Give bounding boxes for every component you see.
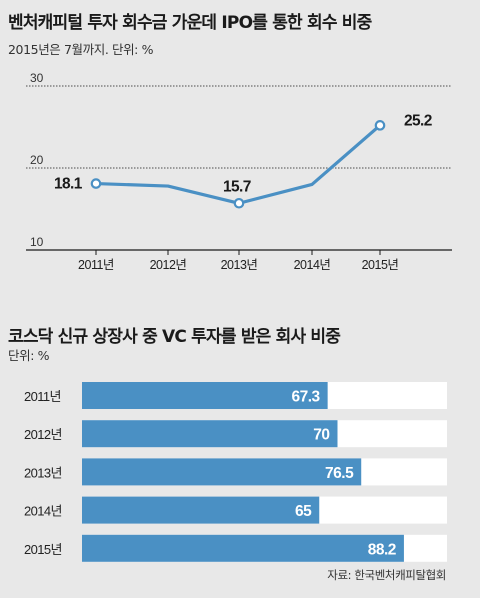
data-point <box>374 120 386 131</box>
bar <box>82 496 320 524</box>
data-point <box>233 197 245 209</box>
x-tick-label: 2012년 <box>150 258 187 272</box>
bar-chart-subtitle: 단위: % <box>8 348 50 363</box>
x-tick-label: 2015년 <box>362 258 399 272</box>
bar-category-label: 2011년 <box>24 389 61 404</box>
line-chart: 30 20 10 2011년 2012년 2013년 2014년 2015년 18.1 15.7 2… <box>26 71 452 272</box>
bar-value-label: 70 <box>313 427 329 444</box>
source-note: 자료: 한국벤처캐피탈협회 <box>327 568 446 582</box>
bar-value-label: 65 <box>295 503 312 520</box>
bar <box>82 382 328 409</box>
y-tick-label-20: 20 <box>30 153 44 167</box>
data-label: 15.7 <box>223 178 251 195</box>
bar-chart-title: 코스닥 신규 상장사 중 VC 투자를 받은 회사 비중 <box>8 327 341 347</box>
bar-category-label: 2014년 <box>24 504 62 519</box>
bar-category-label: 2015년 <box>24 542 62 557</box>
x-tick-label: 2013년 <box>221 258 258 272</box>
bar-category-label: 2012년 <box>24 427 62 442</box>
y-tick-label-10: 10 <box>30 235 44 249</box>
data-label: 25.2 <box>404 112 432 129</box>
bar-value-label: 88.2 <box>368 541 396 558</box>
data-label: 18.1 <box>54 176 83 193</box>
bar-value-label: 67.3 <box>291 389 320 406</box>
bar-value-label: 76.5 <box>325 465 354 482</box>
data-point <box>90 178 102 189</box>
bar <box>82 534 404 562</box>
y-tick-label-30: 30 <box>30 71 44 85</box>
line-chart-subtitle: 2015년은 7월까지. 단위: % <box>8 42 154 57</box>
x-tick-label: 2014년 <box>294 258 331 272</box>
bar <box>82 458 362 486</box>
x-tick-label: 2011년 <box>78 258 114 272</box>
line-chart-title: 벤처캐피털 투자 회수금 가운데 IPO를 통한 회수 비중 <box>8 13 372 33</box>
bar-category-label: 2013년 <box>24 465 62 480</box>
bar <box>82 420 338 448</box>
